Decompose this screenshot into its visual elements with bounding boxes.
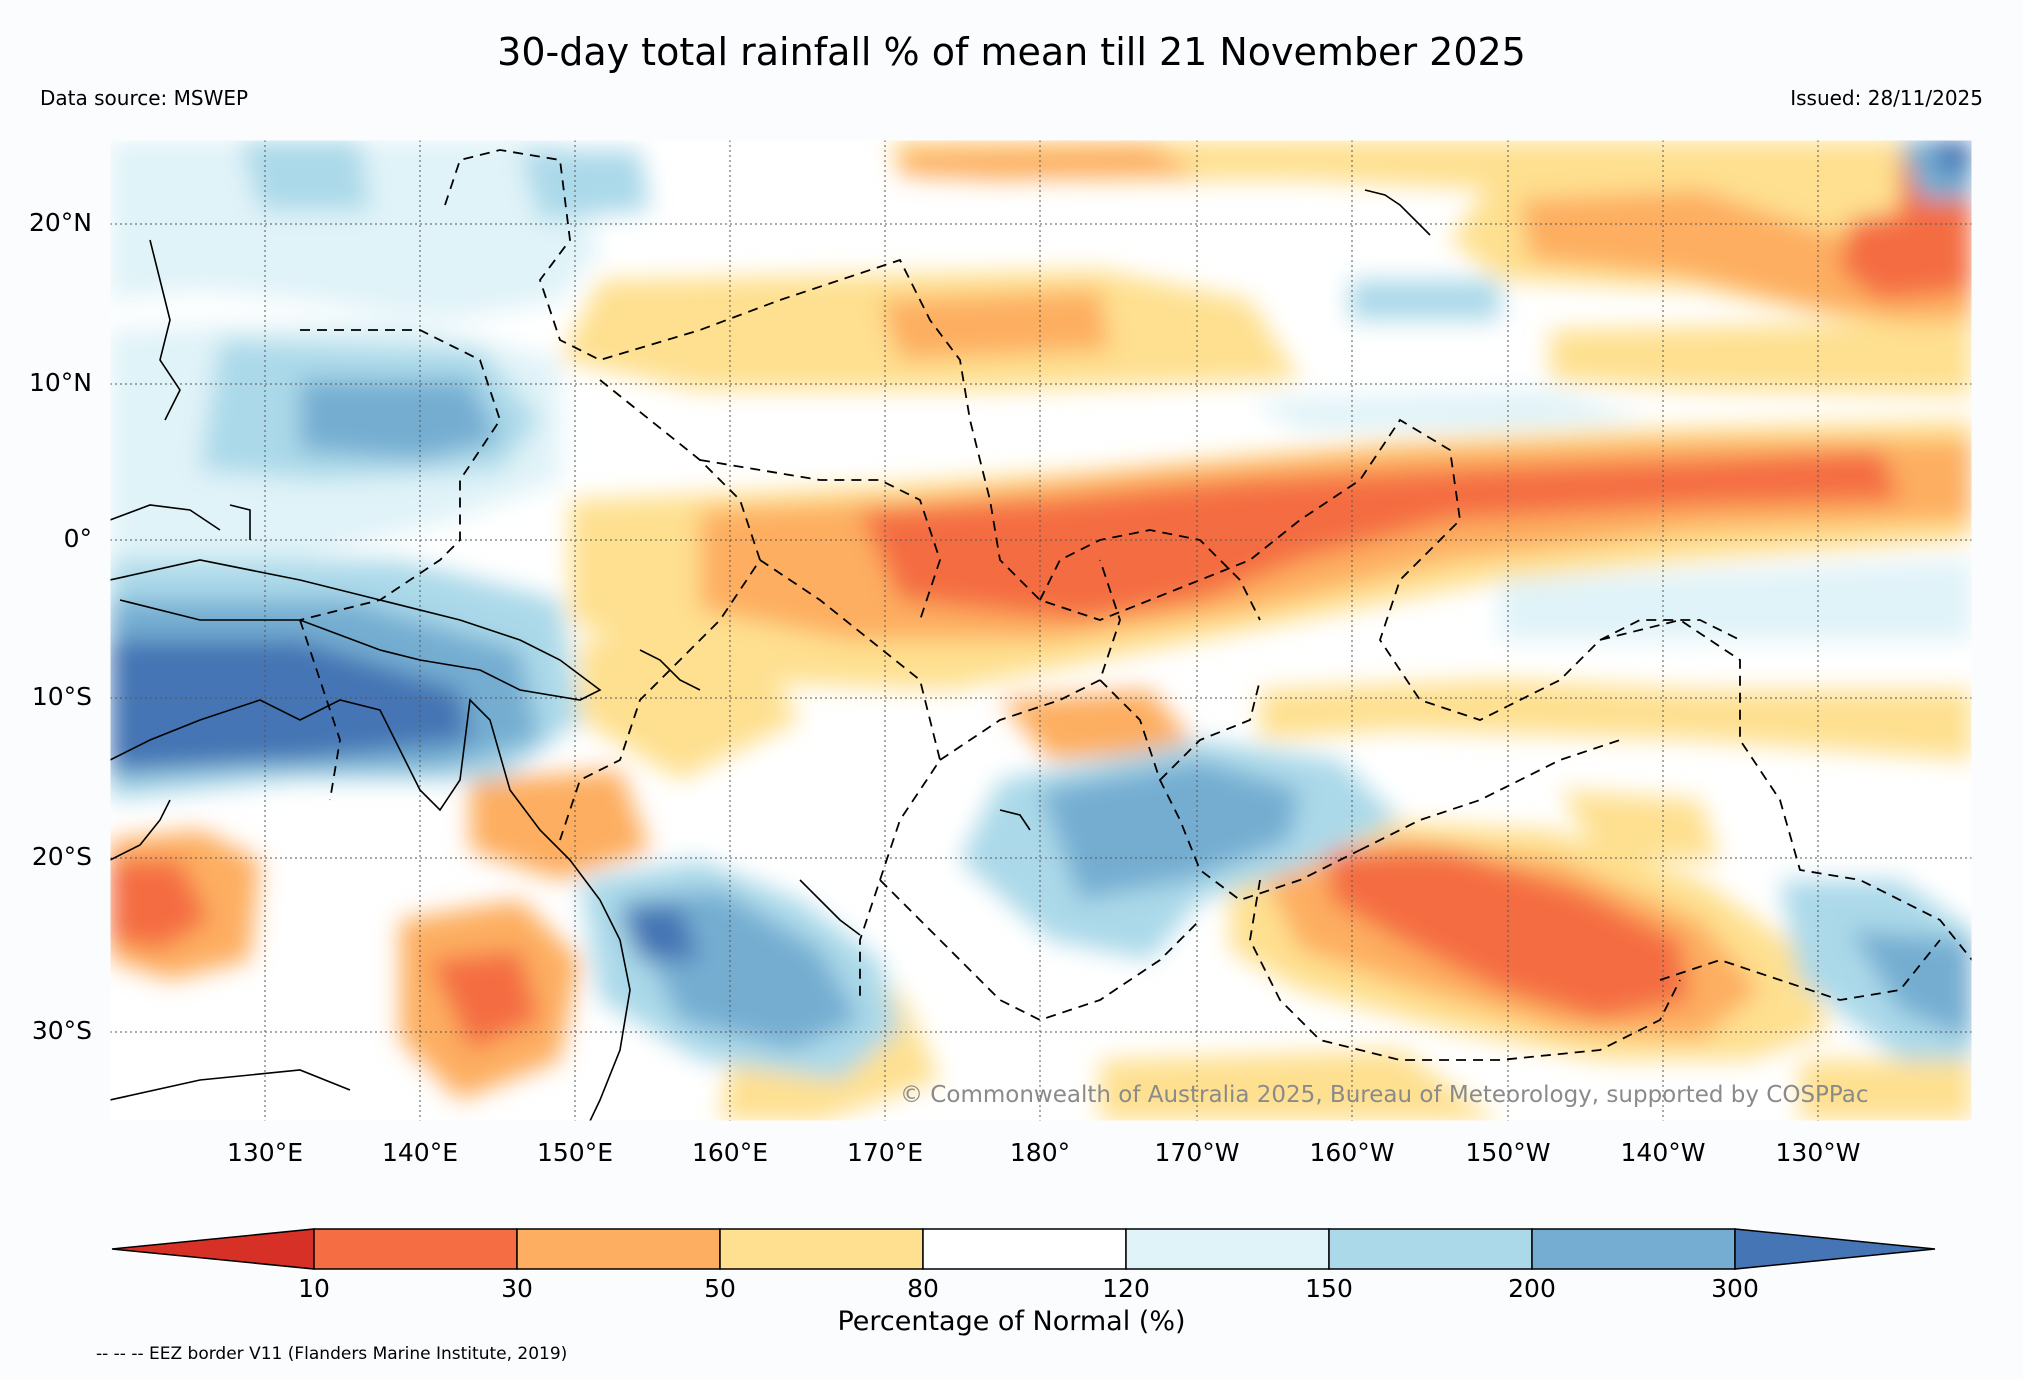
lon-label-130e: 130°E [226, 1138, 303, 1167]
colorbar-tick: 200 [1508, 1274, 1556, 1303]
colorbar-tick: 50 [704, 1274, 736, 1303]
lon-label-150e: 150°E [536, 1138, 613, 1167]
graticule [110, 140, 1972, 1121]
colorbar-tick: 10 [298, 1274, 330, 1303]
lon-label-130w: 130°W [1775, 1138, 1861, 1167]
colorbar-tick: 80 [907, 1274, 939, 1303]
colorbar-title: Percentage of Normal (%) [837, 1306, 1186, 1337]
lon-label-150w: 150°W [1465, 1138, 1551, 1167]
lon-label-170e: 170°E [846, 1138, 923, 1167]
colorbar-bin [516, 1228, 721, 1270]
colorbar-bin [922, 1228, 1127, 1270]
lon-label-140e: 140°E [381, 1138, 458, 1167]
colorbar-tick: 300 [1711, 1274, 1759, 1303]
colorbar-tick: 120 [1102, 1274, 1150, 1303]
colorbar-arrow-low [111, 1228, 315, 1270]
data-source: Data source: MSWEP [40, 86, 249, 110]
rainfall-field [110, 140, 1972, 1121]
copyright-notice: © Commonwealth of Australia 2025, Bureau… [900, 1082, 1869, 1108]
lon-label-140w: 140°W [1620, 1138, 1706, 1167]
colorbar-arrow-high [1734, 1228, 1936, 1270]
lon-label-160e: 160°E [691, 1138, 768, 1167]
map-title: 30-day total rainfall % of mean till 21 … [497, 30, 1526, 74]
eez-borders [299, 149, 1972, 1061]
colorbar-bin [1125, 1228, 1330, 1270]
lon-label-180: 180° [1009, 1138, 1071, 1167]
eez-legend-note: -- -- -- EEZ border V11 (Flanders Marine… [96, 1344, 568, 1364]
lat-label-30s: 30°S [31, 1016, 92, 1045]
lat-label-0: 0° [63, 524, 92, 553]
issued-date: Issued: 28/11/2025 [1790, 86, 1983, 110]
lat-label-20n: 20°N [28, 208, 92, 237]
colorbar-tick: 30 [501, 1274, 533, 1303]
lat-label-20s: 20°S [31, 842, 92, 871]
colorbar-bin [1328, 1228, 1533, 1270]
lat-label-10n: 10°N [28, 368, 92, 397]
colorbar-bin [1531, 1228, 1736, 1270]
colorbar-tick: 150 [1305, 1274, 1353, 1303]
colorbar-bin [719, 1228, 924, 1270]
lon-label-160w: 160°W [1309, 1138, 1395, 1167]
colorbar [111, 1228, 1936, 1270]
coastlines [110, 189, 1431, 1121]
lat-label-10s: 10°S [31, 682, 92, 711]
lon-label-170w: 170°W [1154, 1138, 1240, 1167]
colorbar-bin [313, 1228, 518, 1270]
